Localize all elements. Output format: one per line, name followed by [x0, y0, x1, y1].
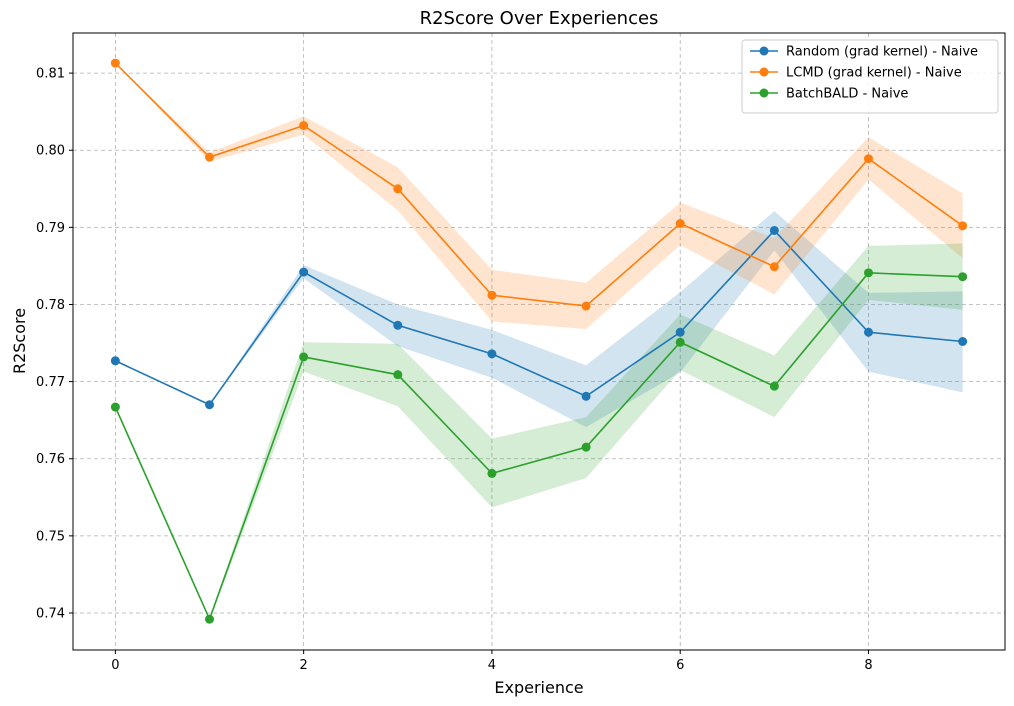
point-series-0: [675, 327, 685, 337]
legend: Random (grad kernel) - Naive LCMD (grad k…: [741, 39, 999, 114]
point-series-0: [110, 356, 120, 366]
axis-ticks: 0 2 4 6 8 0.74 0.75 0.76 0.77 0.78 0.79 0.80 0.81: [36, 67, 873, 673]
point-series-2: [863, 268, 873, 278]
band-series-2: [115, 243, 963, 621]
y-tick-label: 0.74: [36, 606, 65, 621]
x-tick-label: 2: [300, 658, 308, 673]
x-tick-label: 4: [488, 658, 496, 673]
plot-frame: [72, 32, 1006, 651]
legend-box: [741, 39, 999, 114]
confidence-bands: [115, 63, 963, 621]
point-series-1: [769, 262, 779, 272]
y-tick-label: 0.76: [36, 452, 65, 467]
point-series-0: [205, 400, 215, 410]
point-series-2: [675, 337, 685, 347]
y-tick-label: 0.80: [36, 144, 65, 159]
x-tick-label: 8: [864, 658, 872, 673]
point-series-1: [863, 154, 873, 164]
x-axis-title: Experience: [494, 678, 583, 697]
point-series-1: [675, 218, 685, 228]
point-series-2: [205, 614, 215, 624]
point-series-2: [393, 370, 403, 380]
point-series-1: [958, 221, 968, 231]
y-tick-label: 0.75: [36, 529, 65, 544]
band-series-0: [115, 211, 963, 428]
point-series-0: [863, 327, 873, 337]
point-series-2: [299, 352, 309, 362]
point-series-2: [110, 402, 120, 412]
legend-label: Random (grad kernel) - Naive: [786, 45, 978, 60]
x-tick-label: 6: [676, 658, 684, 673]
point-series-0: [299, 267, 309, 277]
legend-swatch-marker: [759, 67, 769, 77]
point-series-1: [393, 184, 403, 194]
line-series-1: [114, 62, 964, 307]
legend-label: BatchBALD - Naive: [786, 87, 908, 102]
line-series-2: [114, 272, 963, 622]
chart-title: R2Score Over Experiences: [420, 8, 659, 29]
line-series-0: [115, 229, 963, 406]
point-series-0: [958, 337, 968, 346]
y-tick-label: 0.81: [36, 67, 65, 82]
point-series-2: [958, 272, 968, 282]
point-series-2: [581, 442, 591, 452]
point-series-0: [487, 349, 497, 359]
point-series-1: [487, 290, 497, 300]
legend-swatch-marker: [759, 88, 769, 98]
legend-swatch-marker: [759, 46, 769, 56]
series-lines: [114, 62, 964, 622]
point-series-2: [487, 468, 497, 478]
point-series-1: [205, 152, 215, 162]
band-series-1: [115, 63, 963, 330]
x-tick-label: 0: [111, 658, 119, 673]
point-series-1: [299, 121, 309, 131]
y-tick-label: 0.78: [36, 298, 65, 313]
y-tick-label: 0.77: [36, 375, 65, 390]
y-tick-label: 0.79: [36, 221, 65, 236]
series-points: [110, 58, 968, 624]
point-series-1: [110, 58, 120, 68]
point-series-0: [769, 225, 779, 235]
point-series-2: [769, 381, 779, 391]
y-axis-title: R2Score: [10, 308, 29, 374]
legend-label: LCMD (grad kernel) - Naive: [786, 66, 962, 81]
point-series-0: [393, 320, 403, 330]
point-series-1: [581, 301, 591, 311]
point-series-0: [581, 391, 591, 401]
